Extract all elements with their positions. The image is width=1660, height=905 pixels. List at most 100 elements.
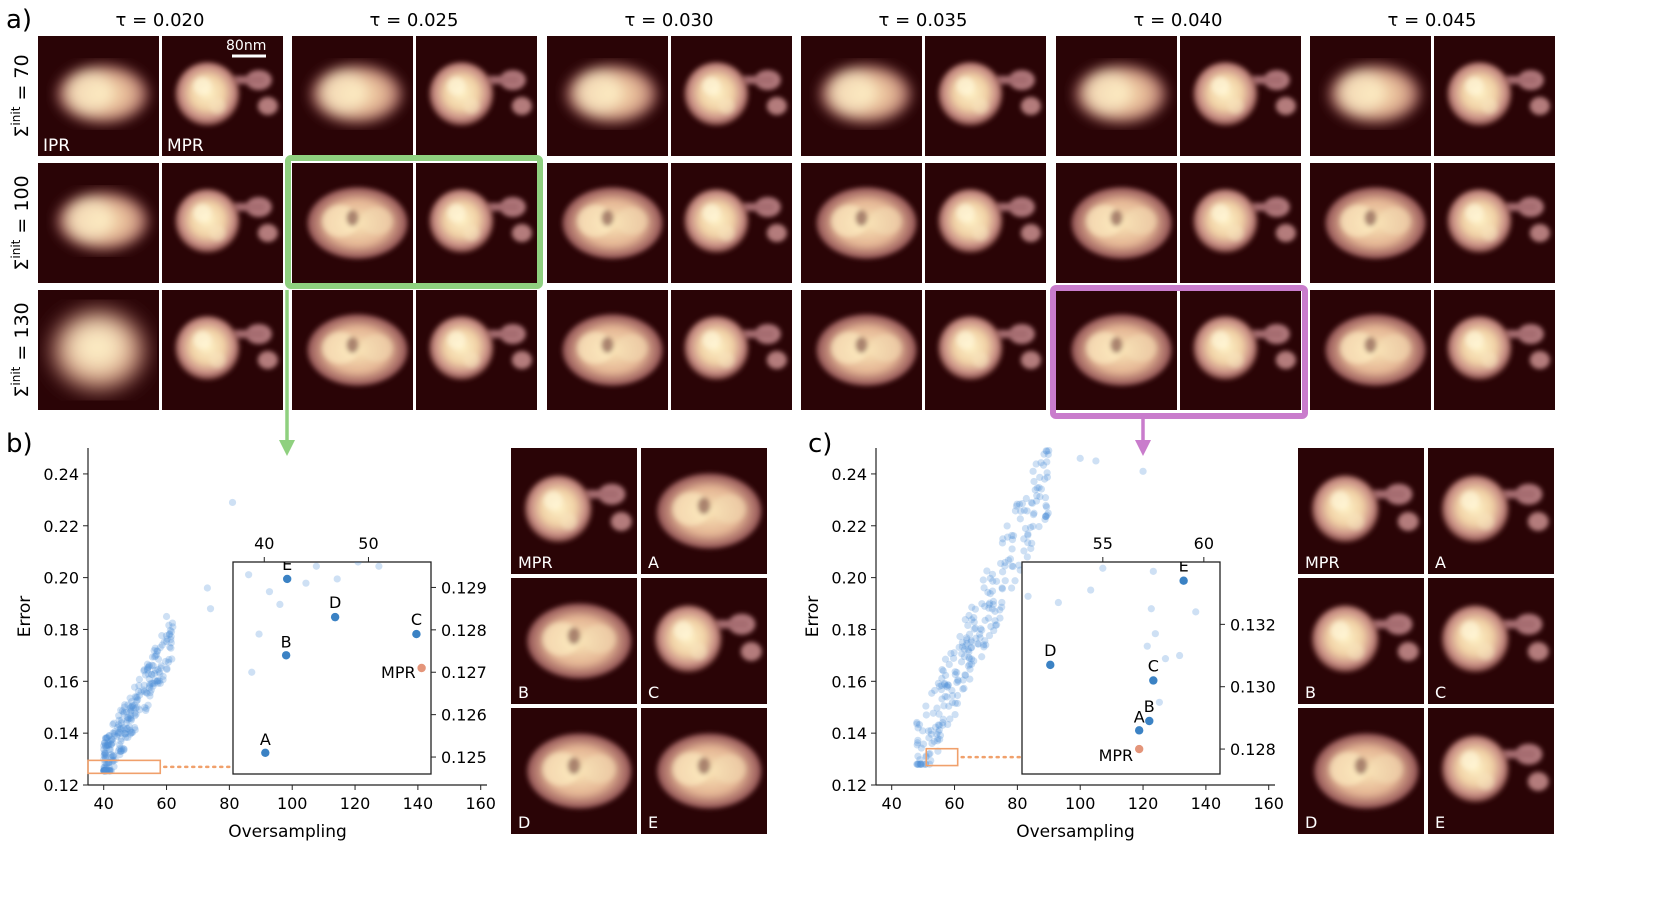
scatter-point bbox=[989, 577, 997, 585]
scatter-point bbox=[146, 692, 154, 700]
scatter-point bbox=[959, 676, 967, 684]
scatter-point bbox=[1033, 484, 1041, 492]
inset-scatter-point bbox=[312, 562, 320, 570]
scatter-point bbox=[922, 702, 930, 710]
scatter-point bbox=[945, 702, 953, 710]
scatter-point bbox=[1076, 454, 1084, 462]
scatter-point bbox=[145, 682, 154, 690]
scatter-point bbox=[1023, 507, 1031, 515]
scatter-point bbox=[158, 641, 166, 649]
scatter-point bbox=[117, 719, 126, 727]
scatter-point bbox=[1036, 493, 1044, 501]
scatter-point bbox=[116, 741, 124, 749]
scatter-point bbox=[982, 641, 990, 649]
scatter-point bbox=[938, 695, 946, 703]
scatter-point bbox=[118, 716, 126, 724]
scatter-point bbox=[100, 755, 108, 764]
ipr-thumbnail bbox=[1056, 36, 1177, 156]
scatter-point bbox=[127, 729, 135, 737]
panel-b-thumbnails: MPR A B C D E bbox=[511, 448, 767, 834]
scatter-point bbox=[988, 605, 996, 613]
scatter-point bbox=[1029, 467, 1037, 475]
scatter-point bbox=[915, 760, 923, 768]
scatter-point bbox=[134, 696, 142, 704]
x-tick-label: 120 bbox=[340, 794, 371, 813]
scatter-point bbox=[924, 727, 933, 735]
scatter-point bbox=[933, 704, 941, 712]
scatter-point bbox=[107, 737, 115, 745]
inset-y-tick-label: 0.130 bbox=[1230, 678, 1276, 697]
scatter-point bbox=[120, 745, 128, 753]
mpr-thumbnail bbox=[162, 290, 283, 410]
scatter-point bbox=[943, 683, 952, 691]
zoom-region bbox=[925, 747, 959, 767]
thumbnail-label: A bbox=[648, 553, 659, 572]
scatter-point bbox=[913, 739, 922, 747]
annotated-point bbox=[1134, 726, 1144, 735]
scatter-point bbox=[927, 730, 936, 738]
scatter-point bbox=[999, 535, 1007, 543]
scatter-point bbox=[943, 693, 951, 701]
scatter-point bbox=[919, 727, 927, 735]
thumbnail-label: A bbox=[1435, 553, 1446, 572]
scatter-point bbox=[101, 759, 109, 767]
ipr-thumbnail bbox=[801, 290, 922, 410]
scatter-point bbox=[159, 672, 167, 680]
ipr-thumbnail bbox=[292, 163, 413, 283]
ipr-thumbnail bbox=[547, 163, 668, 283]
scatter-point bbox=[102, 741, 110, 749]
scale-bar-label: 80nm bbox=[226, 38, 266, 54]
scatter-point bbox=[965, 653, 973, 662]
ipr-thumbnail bbox=[801, 163, 922, 283]
tau-header: τ = 0.040 bbox=[1134, 10, 1223, 31]
scatter-point bbox=[100, 763, 108, 771]
scatter-point bbox=[976, 630, 984, 638]
scatter-point bbox=[934, 721, 943, 729]
scatter-point bbox=[151, 666, 159, 674]
scatter-point bbox=[147, 686, 155, 694]
inset-scatter-point bbox=[1147, 605, 1155, 613]
inset-y-tick-label: 0.129 bbox=[441, 578, 487, 597]
scatter-point bbox=[978, 653, 986, 661]
scatter-point bbox=[147, 670, 156, 679]
scatter-point bbox=[167, 644, 175, 652]
scatter-point bbox=[1021, 524, 1030, 533]
mpr-thumbnail bbox=[925, 163, 1046, 283]
scatter-point bbox=[1092, 457, 1100, 465]
scatter-point bbox=[964, 662, 972, 670]
scatter-point bbox=[981, 602, 989, 610]
scatter-point bbox=[110, 763, 118, 771]
scatter-point bbox=[1020, 547, 1028, 555]
scatter-point bbox=[1012, 502, 1021, 510]
scatter-point bbox=[1027, 498, 1036, 507]
result-thumbnail bbox=[641, 578, 767, 704]
scatter-point bbox=[120, 703, 129, 711]
scatter-point bbox=[117, 737, 125, 745]
scatter-point bbox=[913, 718, 921, 727]
scatter-point bbox=[154, 677, 162, 685]
scatter-point bbox=[167, 633, 175, 641]
scatter-point bbox=[133, 693, 141, 702]
thumbnail-label: MPR bbox=[518, 553, 553, 572]
y-axis-label: Error bbox=[803, 596, 823, 637]
scatter-point bbox=[111, 727, 119, 736]
x-tick-label: 40 bbox=[882, 794, 902, 813]
x-tick-label: 100 bbox=[277, 794, 308, 813]
inset-y-tick-label: 0.126 bbox=[441, 706, 487, 725]
scatter-point bbox=[155, 668, 163, 676]
thumbnail-label: B bbox=[1305, 683, 1316, 702]
ipr-thumbnail bbox=[801, 36, 922, 156]
inset-points: A B C D E MPR bbox=[245, 562, 426, 757]
scatter-point bbox=[941, 692, 949, 701]
scatter-point bbox=[131, 693, 139, 701]
x-tick-label: 80 bbox=[219, 794, 239, 813]
scatter-point bbox=[1031, 486, 1039, 494]
scatter-point bbox=[156, 670, 164, 678]
mpr-thumbnail bbox=[671, 290, 792, 410]
scatter-point bbox=[997, 559, 1005, 568]
scatter-point bbox=[958, 650, 966, 658]
scatter-point bbox=[913, 720, 921, 728]
scatter-point bbox=[131, 726, 139, 734]
inset-scatter-point bbox=[1054, 598, 1062, 607]
x-tick-label: 40 bbox=[94, 794, 114, 813]
